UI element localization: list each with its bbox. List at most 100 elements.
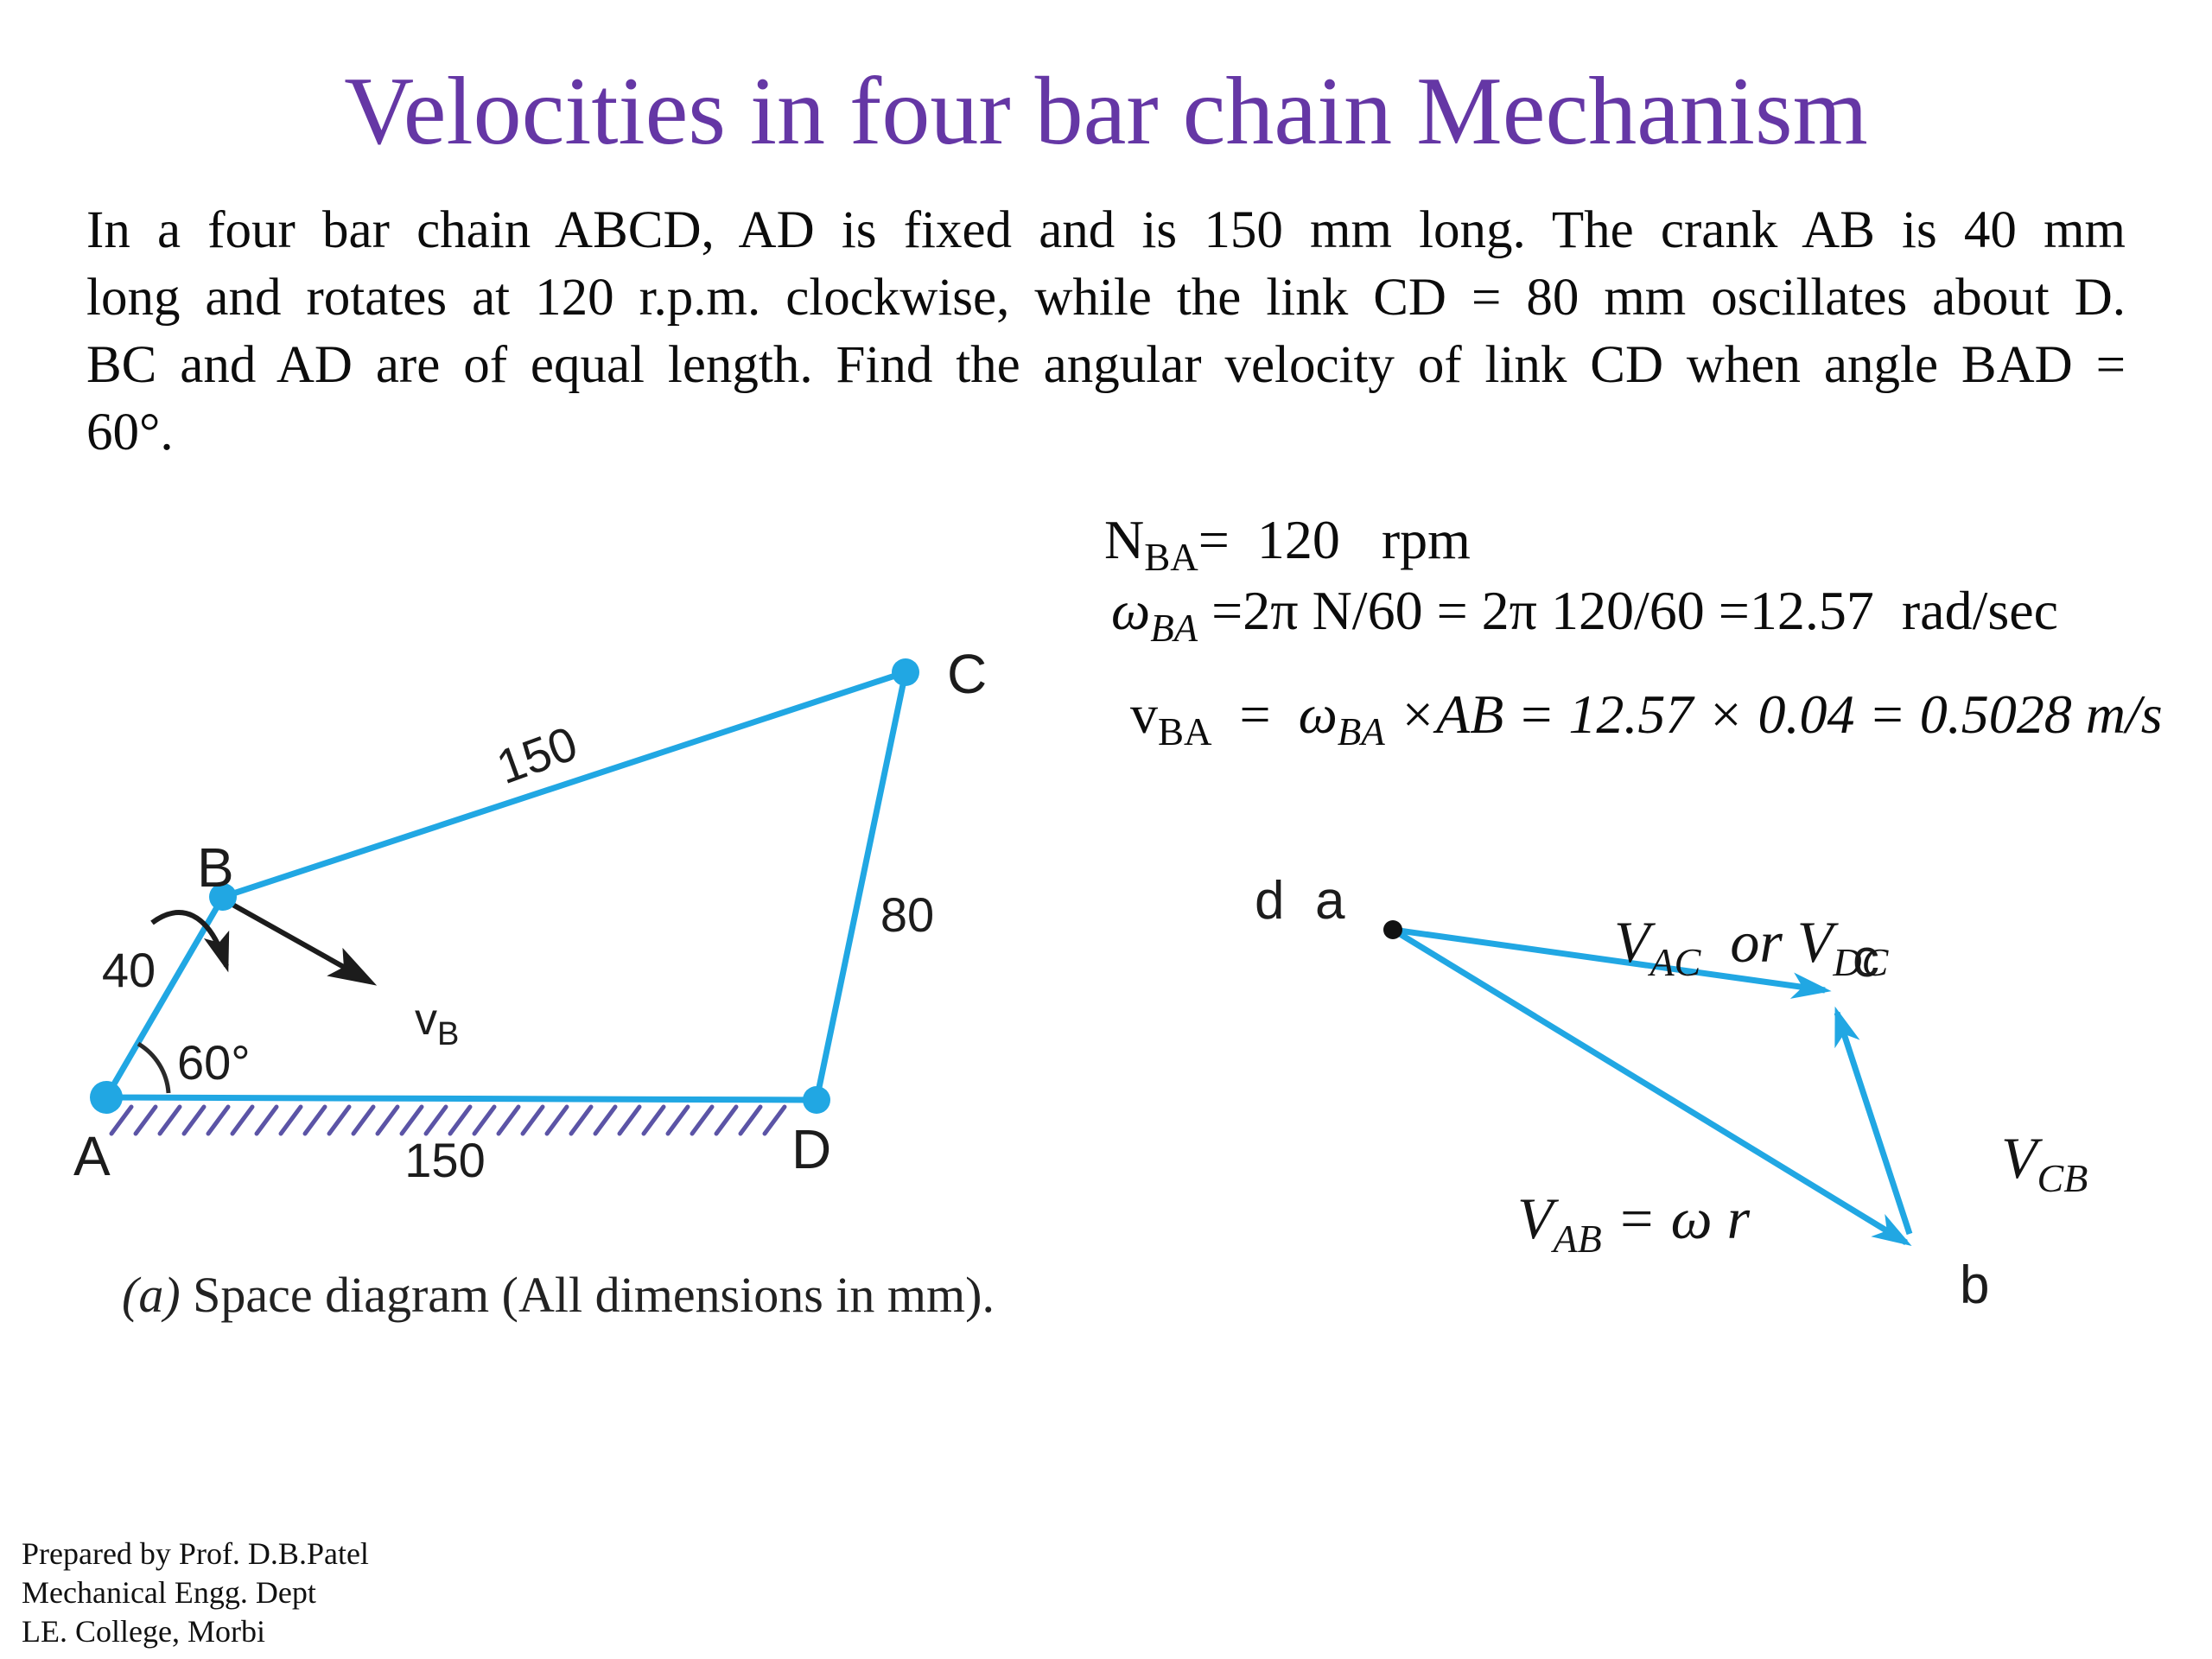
vector-subscript: CB <box>2037 1156 2088 1200</box>
hatch-mark <box>544 1104 569 1136</box>
vector-subscript: AB <box>1553 1217 1602 1261</box>
eq-mid: = <box>1211 683 1299 745</box>
page-title: Velocities in four bar chain Mechanism <box>344 58 1868 165</box>
dim-ad: 150 <box>404 1133 485 1187</box>
footer-college: LE. College, Morbi <box>22 1614 265 1649</box>
label-point-d: d <box>1255 871 1284 931</box>
equation-vba: vBA = ωBA ×AB = 12.57 × 0.04 = 0.5028 m/… <box>1075 611 2163 836</box>
pole-point <box>1383 920 1402 939</box>
vac-vdc-label: VAC or VDC <box>1555 854 1888 1041</box>
hatch-mark <box>375 1104 400 1136</box>
joint-d <box>803 1086 830 1114</box>
vector-cb <box>1834 1006 1913 1236</box>
eq-subscript: BA <box>1144 536 1198 579</box>
eq-rest: ×AB = 12.57 × 0.04 = 0.5028 m/s <box>1398 683 2163 745</box>
problem-line: long and rotates at 120 r.p.m. clockwise… <box>86 269 2126 327</box>
vector-symbol: V <box>2001 1125 2037 1191</box>
hatch-mark <box>109 1104 134 1136</box>
vector-subscript: AC <box>1649 940 1701 984</box>
problem-statement: In a four bar chain ABCD, AD is fixed an… <box>86 197 2126 467</box>
vector-symbol: V <box>1614 909 1650 975</box>
angle-arc <box>137 1041 171 1094</box>
eq-var2: ω <box>1298 683 1338 745</box>
eq-rest: =2π N/60 = 2π 120/60 =12.57 rad/sec <box>1198 580 2059 641</box>
hatch-mark <box>181 1104 207 1136</box>
velocity-diagram: d a c b <box>1255 871 1989 1315</box>
hatch-mark <box>714 1104 739 1136</box>
vcb-label: VCB <box>1942 1070 2088 1257</box>
hatch-mark <box>641 1104 666 1136</box>
hatch-mark <box>133 1104 158 1136</box>
hatch-mark <box>448 1104 473 1136</box>
caption-text: Space diagram (All dimensions in mm). <box>180 1267 995 1323</box>
eq-subscript: BA <box>1158 710 1212 753</box>
dim-angle: 60° <box>177 1035 251 1090</box>
vector-or: or <box>1700 909 1797 975</box>
hatch-mark <box>665 1104 690 1136</box>
eq-rest: = 120 rpm <box>1198 509 1471 570</box>
hatch-mark <box>593 1104 618 1136</box>
space-diagram-caption: (a) Space diagram (All dimensions in mm)… <box>72 1208 995 1382</box>
label-point-c: c <box>1853 929 1879 988</box>
dim-cd: 80 <box>880 887 934 942</box>
ground-hatching <box>109 1104 787 1136</box>
vector-symbol: V <box>1796 909 1834 975</box>
vector-eq: = ω r <box>1601 1185 1751 1251</box>
equation-omega: ωBA =2π N/60 = 2π 120/60 =12.57 rad/sec <box>1056 507 2058 732</box>
hatch-mark <box>569 1104 594 1136</box>
dim-ab: 40 <box>102 943 156 997</box>
label-point-b: b <box>1960 1255 1989 1315</box>
hatch-mark <box>520 1104 545 1136</box>
hatch-mark <box>230 1104 255 1136</box>
footer-author: Prepared by Prof. D.B.Patel <box>22 1536 369 1571</box>
hatch-mark <box>254 1104 279 1136</box>
caption-marker: (a) <box>122 1267 181 1323</box>
joint-a <box>90 1081 123 1114</box>
hatch-mark <box>690 1104 715 1136</box>
hatch-mark <box>278 1104 303 1136</box>
hatch-mark <box>472 1104 497 1136</box>
vab-label: VAB = ω r <box>1459 1130 1750 1318</box>
hatch-mark <box>157 1104 182 1136</box>
hatch-mark <box>617 1104 642 1136</box>
equation-nba: NBA= 120 rpm <box>1049 436 1471 661</box>
hatch-mark <box>302 1104 327 1136</box>
label-c: C <box>947 643 987 705</box>
vector-symbol: V <box>1517 1185 1554 1251</box>
hatch-mark <box>327 1104 352 1136</box>
hatch-mark <box>351 1104 376 1136</box>
joint-c <box>892 658 919 686</box>
label-d: D <box>791 1118 831 1180</box>
hatch-mark <box>399 1104 424 1136</box>
hatch-mark <box>738 1104 763 1136</box>
eq-subscript2: BA <box>1337 710 1385 753</box>
footer-dept: Mechanical Engg. Dept <box>22 1575 316 1610</box>
space-diagram: A B C D 40 60° 80 150 150 <box>73 643 987 1187</box>
hatch-mark <box>206 1104 231 1136</box>
rotation-arrow <box>150 910 230 973</box>
eq-var: v <box>1130 683 1158 745</box>
eq-subscript: BA <box>1150 607 1198 650</box>
problem-line: BC and AD are of equal length. Find the … <box>86 336 2126 394</box>
vb-velocity-label: vB <box>415 994 459 1053</box>
vb-arrow <box>226 899 378 986</box>
vector-ab <box>1391 927 1912 1246</box>
hatch-mark <box>423 1104 448 1136</box>
label-point-a: a <box>1315 871 1345 931</box>
joint-b <box>209 883 237 911</box>
vector-dc <box>1392 926 1832 999</box>
hatch-mark <box>496 1104 521 1136</box>
label-a: A <box>73 1125 111 1187</box>
vb-symbol: v <box>415 995 437 1045</box>
vb-subscript: B <box>437 1016 460 1052</box>
hatch-mark <box>762 1104 787 1136</box>
footer: Prepared by Prof. D.B.Patel Mechanical E… <box>22 1535 369 1651</box>
label-b: B <box>197 836 234 899</box>
eq-var: N <box>1104 509 1145 570</box>
vector-subscript: DC <box>1833 940 1889 984</box>
problem-line: In a four bar chain ABCD, AD is fixed an… <box>86 201 2126 259</box>
problem-line: 60°. <box>86 404 174 461</box>
eq-var: ω <box>1111 580 1151 641</box>
